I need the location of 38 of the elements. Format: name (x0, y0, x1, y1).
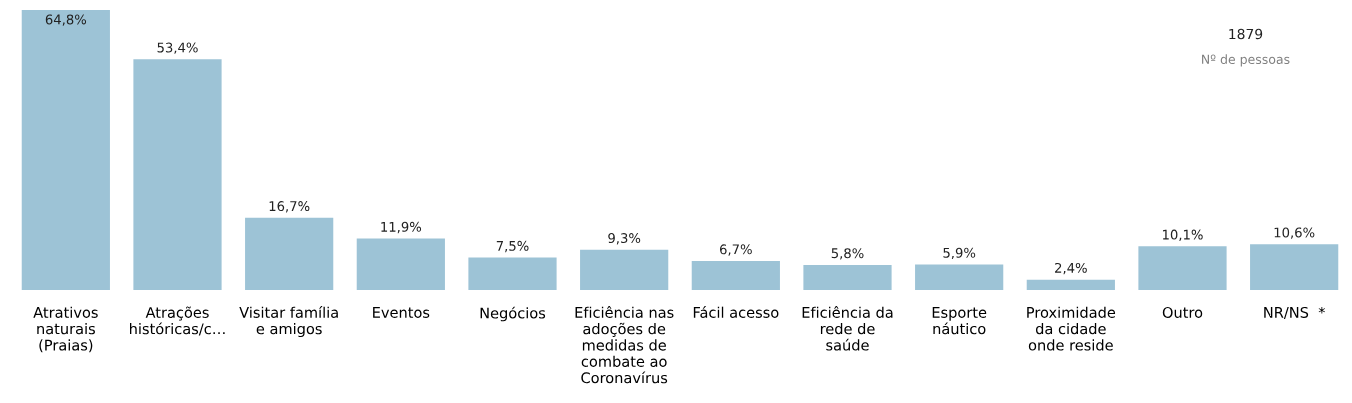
x-tick-label: NR/NS * (1264, 306, 1326, 320)
data-label: 5,9% (943, 247, 976, 260)
data-label: 7,5% (496, 240, 529, 253)
data-label: 64,8% (45, 14, 87, 26)
data-label: 9,3% (608, 233, 641, 245)
data-label: 16,7% (269, 201, 310, 213)
bar (1250, 244, 1339, 290)
data-label: 10,1% (1162, 229, 1203, 241)
data-label: 2,4% (1055, 262, 1087, 275)
bar (21, 10, 110, 290)
data-label: 6,7% (719, 244, 752, 256)
bar (580, 249, 669, 290)
bar (691, 261, 780, 290)
bar (1138, 246, 1227, 290)
x-tick-label: Proximidade da cidade onde reside (1027, 306, 1116, 351)
x-tick-label: Atrações históricas/c… (130, 306, 225, 336)
data-label: 5,8% (831, 248, 864, 260)
bar (245, 217, 334, 290)
x-tick-label: Fácil acesso (693, 306, 779, 318)
bar (133, 59, 222, 290)
x-tick-label: Eventos (373, 307, 430, 318)
x-tick-label: Eficiência da rede de saúde (802, 306, 893, 351)
data-label: 11,9% (381, 221, 422, 234)
bar (1026, 279, 1115, 290)
x-tick-label: Outro (1162, 306, 1203, 318)
annotation: Nº de pessoas (1202, 54, 1290, 67)
data-label: 53,4% (157, 42, 198, 54)
bar (915, 264, 1004, 290)
annotation: 1879 (1229, 28, 1263, 40)
x-tick-label: Visitar família e amigos (239, 306, 338, 338)
bar (356, 238, 445, 290)
bar (468, 257, 557, 290)
data-label: 10,6% (1274, 227, 1315, 239)
bar (803, 264, 892, 290)
x-tick-label: Atrativos naturais (Praias) (33, 306, 98, 353)
x-tick-label: Negócios (480, 306, 546, 322)
x-tick-label: Eficiência nas adoções de medidas de combate ao Coronavírus (575, 306, 674, 384)
x-tick-label: Esporte náutico (932, 307, 987, 335)
